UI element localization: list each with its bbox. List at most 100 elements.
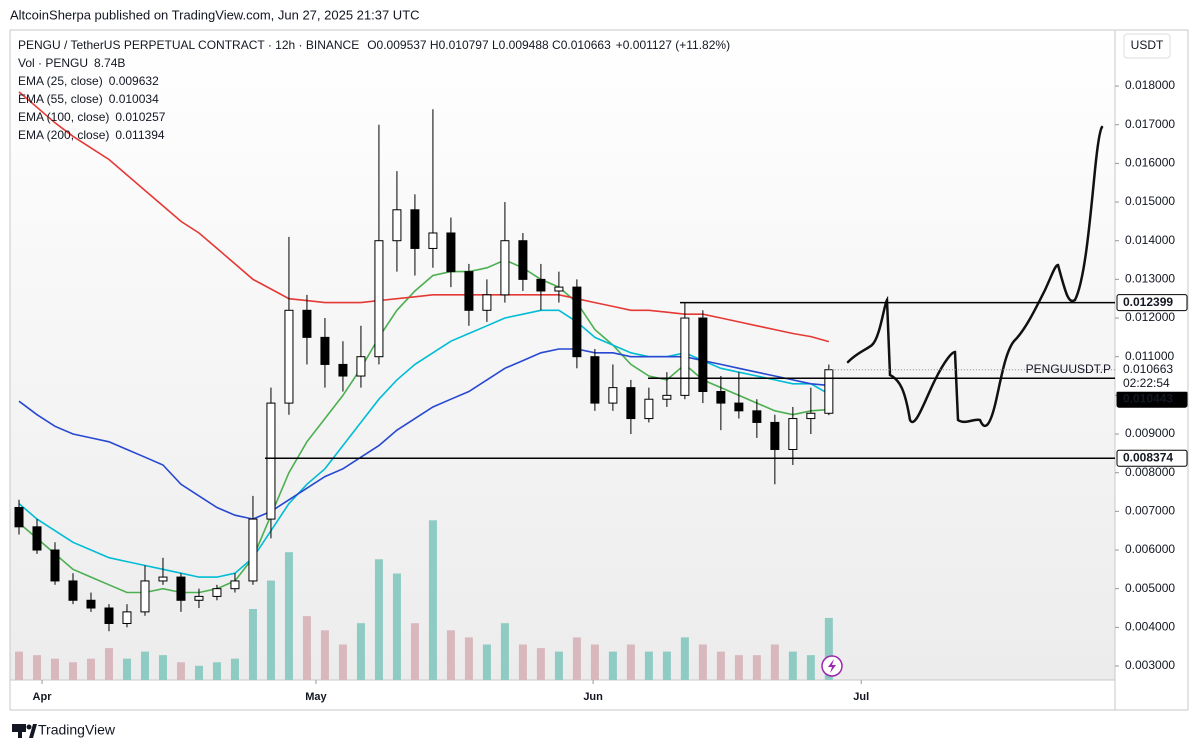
legend-value: 0.010034 xyxy=(109,92,159,106)
last-price-label: 0.010663 xyxy=(1123,362,1173,376)
volume-bar xyxy=(50,658,59,680)
volume-bar xyxy=(554,651,563,680)
volume-bar xyxy=(590,644,599,680)
volume-bar xyxy=(194,665,203,680)
y-tick-label: 0.017000 xyxy=(1125,117,1175,131)
volume-bar xyxy=(176,662,185,680)
legend-name: EMA (100, close) xyxy=(18,110,109,124)
y-tick-label: 0.011000 xyxy=(1125,349,1174,363)
candle-body xyxy=(302,309,312,338)
ema-line xyxy=(18,348,829,520)
volume-bar xyxy=(482,644,491,680)
candle-body xyxy=(644,398,654,420)
volume-bar xyxy=(770,644,779,680)
x-tick-label: Apr xyxy=(33,691,53,703)
volume-bar xyxy=(518,644,527,680)
volume-bar xyxy=(86,658,95,680)
ema-line xyxy=(18,91,830,343)
candle-body xyxy=(158,576,168,582)
x-tick-label: May xyxy=(305,691,327,703)
y-tick-label: 0.014000 xyxy=(1125,233,1175,247)
y-tick-label: 0.004000 xyxy=(1125,620,1175,634)
drawn-projection xyxy=(846,125,1104,428)
legend-name: EMA (55, close) xyxy=(18,92,103,106)
y-tick-label: 0.009000 xyxy=(1125,426,1175,440)
volume-bar xyxy=(572,637,581,680)
candle-body xyxy=(752,410,762,423)
legend-name: EMA (200, close) xyxy=(18,128,109,142)
candle-body xyxy=(68,580,78,601)
candle-body xyxy=(86,599,96,609)
level-label: 0.012399 xyxy=(1123,295,1173,309)
candle-body xyxy=(806,412,816,420)
level-label: 0.008374 xyxy=(1123,450,1173,464)
candle-body xyxy=(770,421,780,450)
volume-bar xyxy=(680,637,689,680)
volume-bar xyxy=(284,552,293,680)
volume-bar xyxy=(464,637,473,680)
level-label-box xyxy=(1116,449,1188,467)
y-tick-label: 0.005000 xyxy=(1125,581,1175,595)
logo-part xyxy=(18,724,22,738)
volume-bar xyxy=(32,655,41,680)
candle-body xyxy=(140,580,150,613)
volume-bar xyxy=(410,623,419,680)
legend-value: 0.011394 xyxy=(115,128,164,142)
volume-bar xyxy=(806,655,815,680)
volume-bar xyxy=(644,651,653,680)
candle-body xyxy=(338,363,348,377)
last-price-box xyxy=(1117,361,1187,392)
x-tick-label: Jul xyxy=(853,691,869,703)
candle-body xyxy=(680,317,690,396)
volume-bar xyxy=(734,655,743,680)
candle-body xyxy=(284,309,294,404)
ema-line xyxy=(18,309,830,578)
volume-bar xyxy=(122,658,131,680)
legend-value: 0.010257 xyxy=(115,110,165,124)
candle-body xyxy=(266,402,276,520)
volume-bar xyxy=(608,651,617,680)
volume-bar xyxy=(536,648,545,680)
candle-body xyxy=(104,607,114,624)
volume-bar xyxy=(230,658,239,680)
volume-bar xyxy=(788,651,797,680)
volume-bar xyxy=(752,655,761,680)
candle-body xyxy=(14,506,24,528)
candle-body xyxy=(698,317,708,392)
volume-bar xyxy=(14,651,23,680)
candle-body xyxy=(662,394,672,400)
plot xyxy=(14,91,834,680)
change-line: +0.001127 (+11.82%) xyxy=(616,38,730,52)
ema-line xyxy=(18,259,829,594)
tradingview-logo xyxy=(12,724,37,738)
candle-body xyxy=(716,390,726,404)
ohlc-line: O0.009537 H0.010797 L0.009488 C0.010663 xyxy=(367,38,611,52)
candle-body xyxy=(446,232,456,273)
volume-bar xyxy=(338,644,347,680)
volume-bar xyxy=(824,617,833,680)
y-tick-label: 0.008000 xyxy=(1125,465,1175,479)
candle-body xyxy=(194,595,204,601)
plot-area xyxy=(10,30,1115,680)
volume-bar xyxy=(662,651,671,680)
candle-body xyxy=(392,209,402,242)
volume-bar xyxy=(428,520,437,680)
volume-bar xyxy=(320,630,329,680)
candle-body xyxy=(482,294,492,311)
y-tick-label: 0.012000 xyxy=(1125,310,1175,324)
y-tick-label: 0.016000 xyxy=(1125,156,1175,170)
volume-bar xyxy=(68,662,77,680)
volume-bar xyxy=(248,609,257,680)
volume-bar xyxy=(158,655,167,680)
currency-box[interactable] xyxy=(1123,33,1171,59)
candle-body xyxy=(320,336,330,365)
volume-name: Vol · PENGU xyxy=(18,56,88,70)
volume-bar xyxy=(374,559,383,680)
volume-bar xyxy=(266,580,275,680)
candle-body xyxy=(32,526,42,551)
symbol-tag: PENGUUSDT.P xyxy=(1026,362,1111,376)
candle-body xyxy=(464,271,474,311)
volume-bar xyxy=(356,623,365,680)
candle-body xyxy=(626,387,636,420)
